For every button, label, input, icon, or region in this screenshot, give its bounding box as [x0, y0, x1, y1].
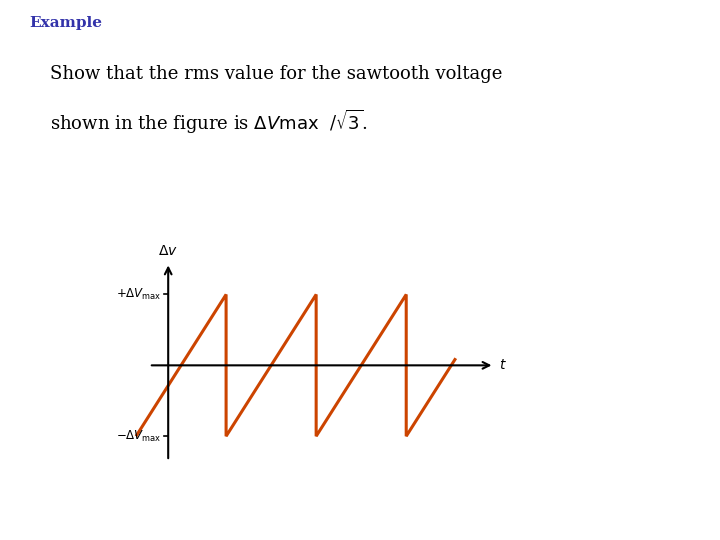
Text: shown in the figure is $\Delta V\mathrm{max}$  /$\sqrt{3}$.: shown in the figure is $\Delta V\mathrm{… — [50, 108, 368, 136]
Text: $\Delta v$: $\Delta v$ — [158, 244, 178, 258]
Text: Show that the rms value for the sawtooth voltage: Show that the rms value for the sawtooth… — [50, 65, 503, 83]
Text: Example: Example — [29, 16, 102, 30]
Text: $t$: $t$ — [499, 359, 507, 373]
Text: $+\Delta V_{\rm max}$: $+\Delta V_{\rm max}$ — [116, 287, 162, 302]
Text: $-\Delta V_{\rm max}$: $-\Delta V_{\rm max}$ — [116, 429, 162, 444]
